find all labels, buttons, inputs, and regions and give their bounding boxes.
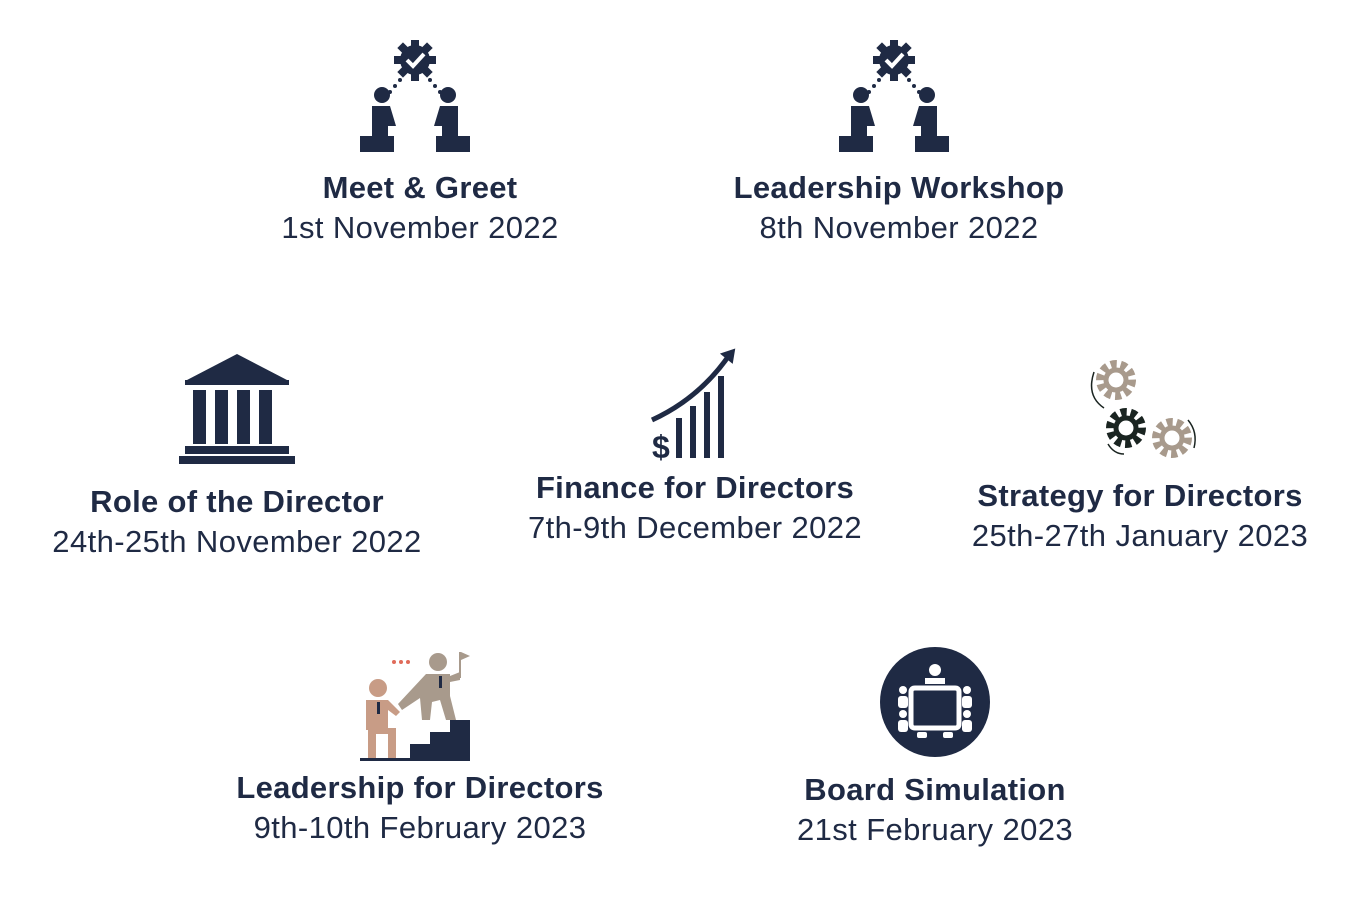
event-title: Leadership Workshop	[733, 170, 1065, 205]
event-title: Finance for Directors	[535, 470, 855, 505]
collaboration-gear-icon	[360, 40, 470, 152]
event-title: Board Simulation	[804, 772, 1066, 807]
event-strategy-for-directors: Strategy for Directors 25th-27th January…	[930, 352, 1350, 556]
event-title: Leadership for Directors	[236, 770, 604, 805]
svg-text:$: $	[652, 429, 670, 462]
event-date: 24th-25th November 2022	[52, 524, 422, 559]
gears-icon	[1090, 360, 1196, 458]
event-meet-and-greet: Meet & Greet 1st November 2022	[220, 40, 620, 248]
event-date: 1st November 2022	[281, 210, 559, 245]
event-date: 21st February 2023	[796, 812, 1074, 847]
helping-hand-stairs-icon	[360, 652, 470, 761]
event-leadership-workshop: Leadership Workshop 8th November 2022	[699, 40, 1099, 248]
growth-chart-dollar-icon: $	[650, 348, 736, 462]
collaboration-gear-icon	[839, 40, 949, 152]
event-finance-for-directors: $ Finance for Directors 7th-9th December…	[470, 348, 920, 548]
event-date: 25th-27th January 2023	[971, 518, 1309, 553]
event-title: Strategy for Directors	[977, 478, 1303, 513]
event-title: Role of the Director	[90, 484, 384, 519]
event-date: 8th November 2022	[759, 210, 1039, 245]
event-title: Meet & Greet	[322, 170, 518, 205]
event-board-simulation: Board Simulation 21st February 2023	[730, 646, 1140, 850]
event-date: 7th-9th December 2022	[527, 510, 863, 545]
event-role-of-the-director: Role of the Director 24th-25th November …	[12, 352, 462, 562]
event-date: 9th-10th February 2023	[253, 810, 587, 845]
institution-building-icon	[179, 354, 295, 464]
event-leadership-for-directors: Leadership for Directors 9th-10th Februa…	[210, 650, 630, 848]
boardroom-meeting-icon	[880, 647, 990, 757]
